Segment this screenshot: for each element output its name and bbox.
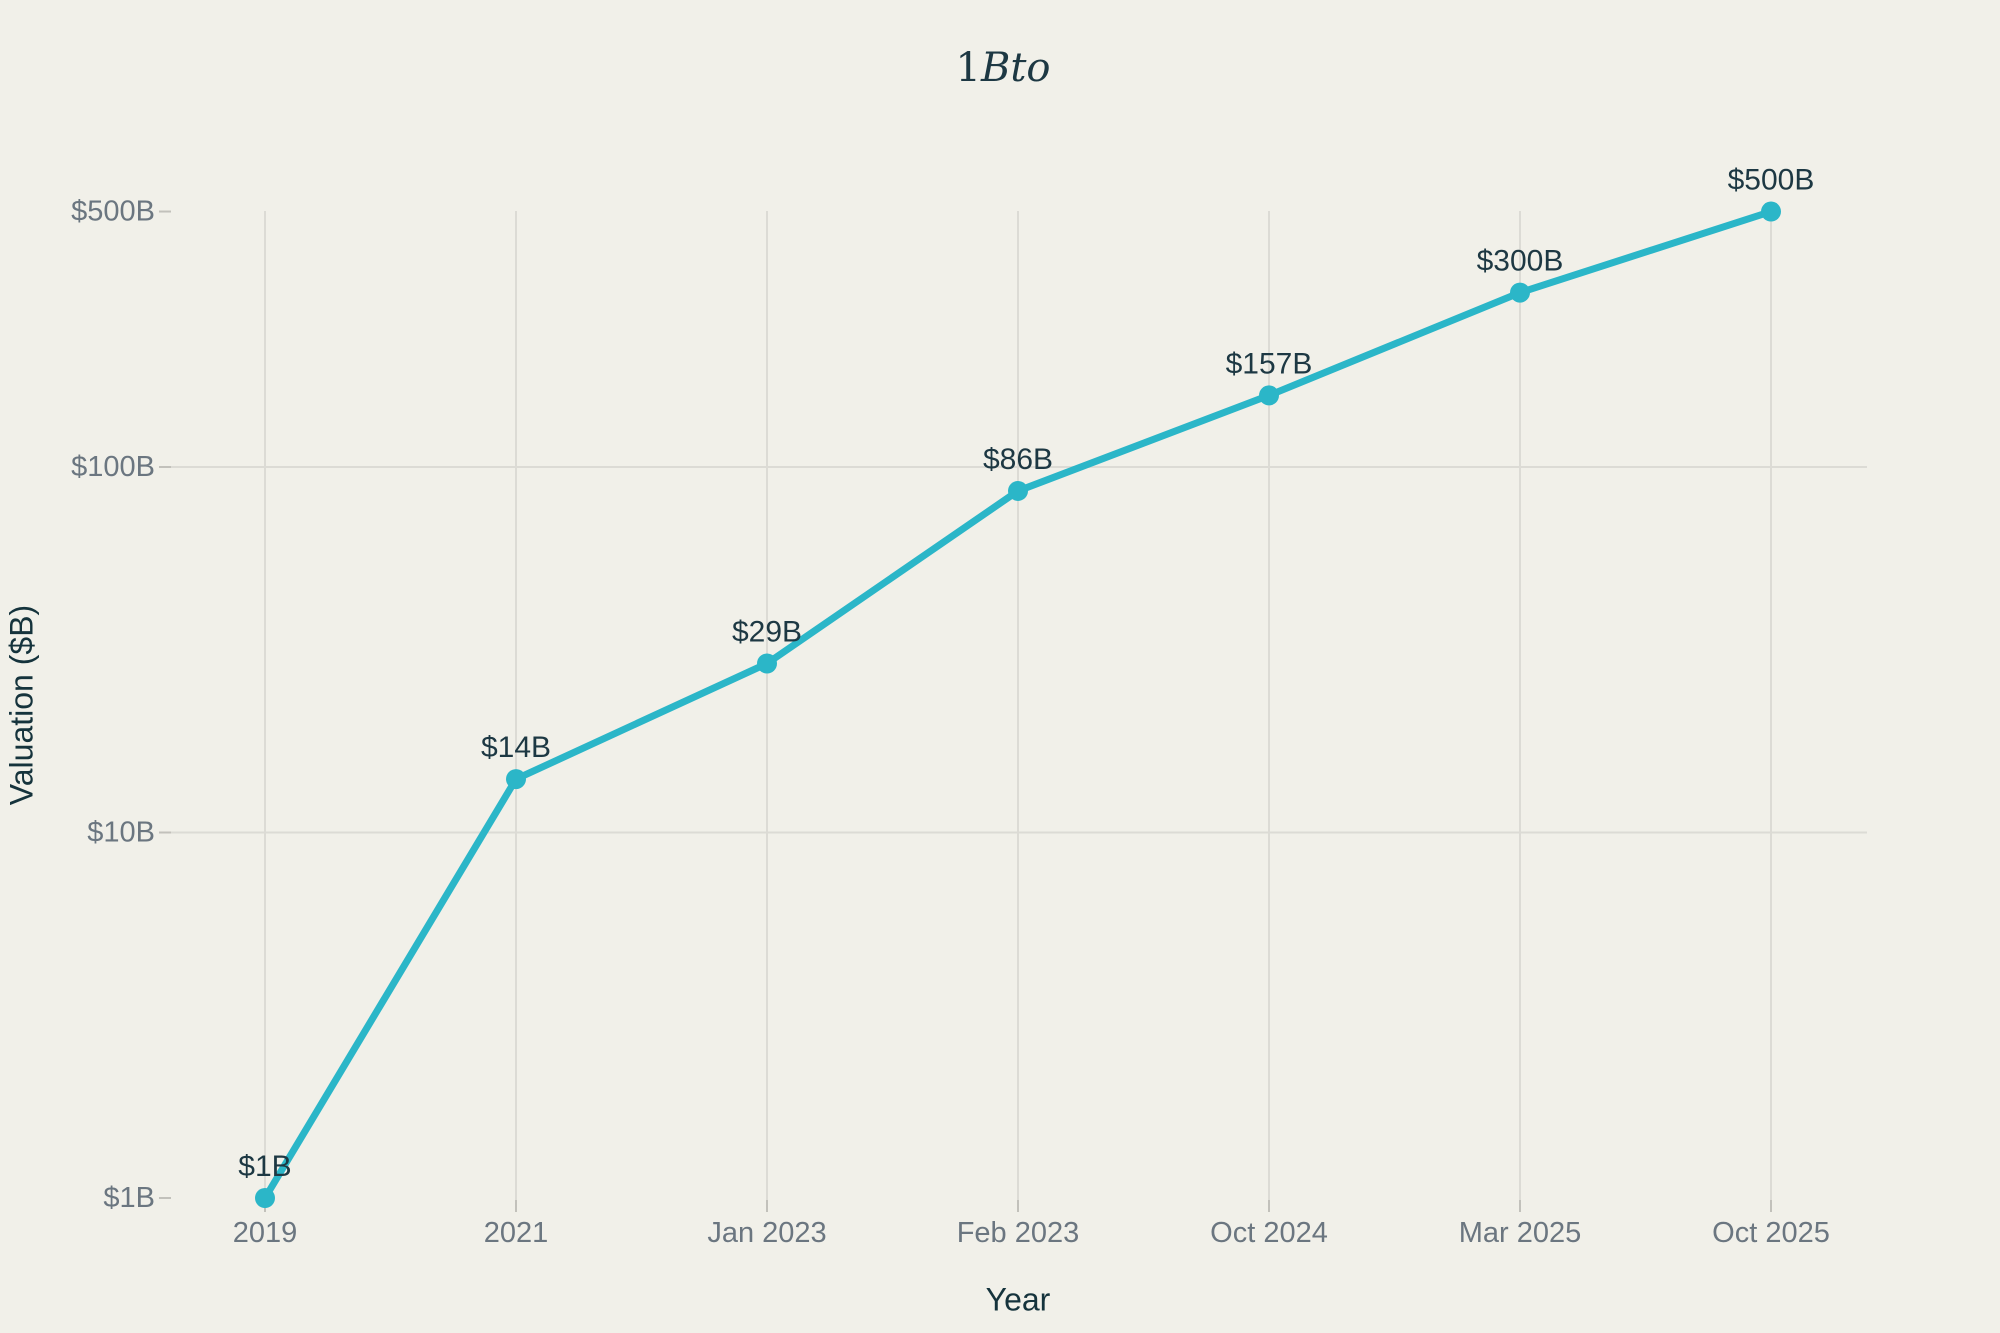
data-point-label: $500B — [1728, 164, 1815, 197]
data-point — [757, 653, 777, 674]
y-tick-label: $1B — [103, 1182, 155, 1214]
x-tick-label: Jan 2023 — [707, 1217, 826, 1249]
chart-title: 1Bto — [955, 45, 1050, 91]
data-point — [506, 769, 526, 790]
data-point — [1008, 480, 1028, 501]
data-point — [255, 1188, 275, 1208]
y-tick-label: $10B — [87, 817, 155, 849]
chart-title-upright: 1 — [955, 45, 981, 91]
data-point — [1510, 282, 1530, 303]
x-tick-label: 2021 — [484, 1217, 549, 1249]
x-axis-title: Year — [985, 1281, 1051, 1318]
x-tick-label: Mar 2025 — [1459, 1217, 1582, 1249]
chart-title-italic: Bto — [980, 45, 1051, 91]
x-tick-label: 2019 — [233, 1217, 298, 1249]
y-tick-label: $500B — [71, 196, 155, 228]
data-point — [1761, 201, 1781, 222]
data-point-label: $1B — [238, 1150, 291, 1183]
y-tick-label: $100B — [71, 451, 155, 483]
y-axis-title: Valuation ($B) — [3, 604, 40, 806]
data-point-label: $29B — [732, 615, 802, 648]
x-tick-label: Oct 2024 — [1210, 1217, 1328, 1249]
x-tick-label: Oct 2025 — [1712, 1217, 1830, 1249]
data-point-label: $300B — [1477, 245, 1564, 278]
data-point-label: $157B — [1226, 347, 1313, 380]
data-point — [1259, 385, 1279, 406]
x-tick-label: Feb 2023 — [957, 1217, 1080, 1249]
data-point-label: $86B — [983, 443, 1053, 476]
data-point-label: $14B — [481, 731, 551, 764]
